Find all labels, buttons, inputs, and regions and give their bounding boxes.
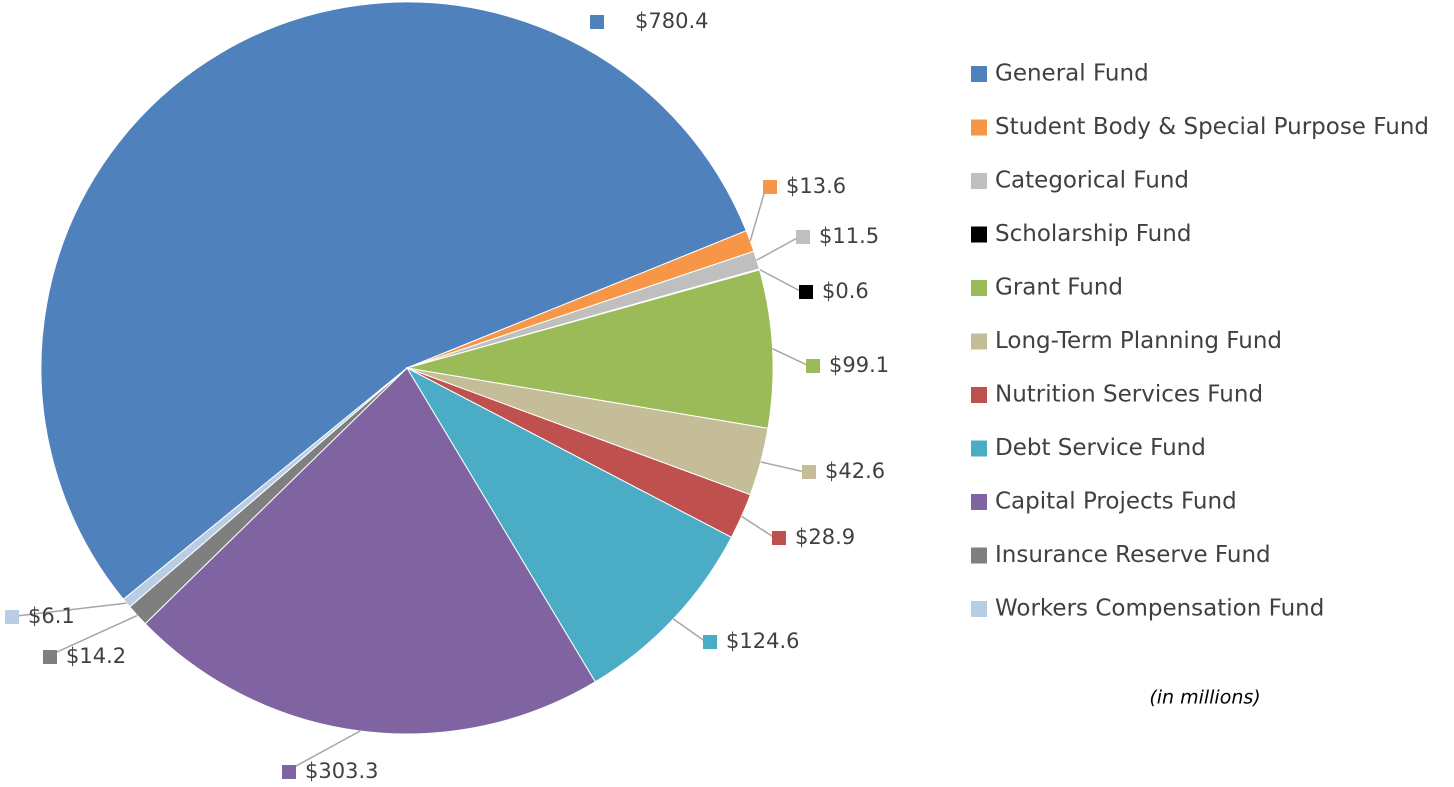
label-swatch bbox=[43, 650, 57, 664]
pie-slice bbox=[405, 366, 733, 683]
leader-line bbox=[45, 614, 138, 658]
leader-line bbox=[7, 602, 127, 618]
legend-swatch bbox=[971, 119, 987, 136]
annotation: (in millions) bbox=[1149, 687, 1260, 709]
data-label: $28.9 bbox=[795, 525, 855, 549]
legend-swatch bbox=[971, 66, 987, 82]
data-label: $42.6 bbox=[825, 459, 885, 483]
pie-slice bbox=[144, 367, 596, 735]
legend-swatch bbox=[971, 226, 987, 243]
leader-line bbox=[759, 268, 803, 293]
label-swatch bbox=[282, 765, 296, 779]
leader-line bbox=[756, 236, 800, 261]
leader-line bbox=[741, 515, 776, 539]
data-label: $99.1 bbox=[829, 353, 889, 377]
data-label: $13.6 bbox=[786, 174, 846, 198]
legend-label: Categorical Fund bbox=[995, 168, 1189, 194]
legend-label: Grant Fund bbox=[995, 275, 1123, 301]
data-label: $14.2 bbox=[66, 644, 126, 668]
pie-slice bbox=[40, 1, 747, 601]
leader-line bbox=[760, 461, 806, 473]
data-label: $11.5 bbox=[819, 224, 879, 248]
label-swatch bbox=[5, 610, 19, 624]
leader-line bbox=[772, 348, 810, 367]
legend-swatch bbox=[971, 547, 987, 564]
leader-line bbox=[672, 618, 707, 643]
data-label: $0.6 bbox=[822, 279, 869, 303]
legend-swatch bbox=[971, 440, 987, 457]
leader-line bbox=[284, 730, 361, 773]
legend-label: Nutrition Services Fund bbox=[995, 382, 1263, 408]
label-swatch bbox=[763, 180, 777, 194]
legend-label: Long-Term Planning Fund bbox=[995, 328, 1282, 354]
label-swatch bbox=[772, 531, 786, 545]
data-label: $124.6 bbox=[726, 629, 799, 653]
legend-label: Debt Service Fund bbox=[995, 435, 1206, 461]
legend-label: Scholarship Fund bbox=[995, 221, 1191, 247]
legend-label: Student Body & Special Purpose Fund bbox=[995, 114, 1429, 140]
legend-swatch bbox=[971, 280, 987, 296]
legend-label: Insurance Reserve Fund bbox=[995, 542, 1271, 568]
legend-swatch bbox=[971, 173, 987, 189]
legend-swatch bbox=[971, 494, 987, 510]
label-swatch bbox=[590, 15, 604, 29]
label-swatch bbox=[703, 635, 717, 649]
pie-slice bbox=[406, 269, 774, 429]
data-label: $6.1 bbox=[28, 604, 75, 628]
label-swatch bbox=[802, 465, 816, 479]
label-swatch bbox=[799, 285, 813, 299]
legend-label: General Fund bbox=[995, 61, 1149, 87]
data-label: $780.4 bbox=[635, 9, 708, 33]
label-swatch bbox=[796, 230, 810, 244]
leader-line bbox=[749, 186, 767, 242]
legend-label: Capital Projects Fund bbox=[995, 489, 1237, 515]
legend-swatch bbox=[971, 601, 987, 617]
data-label: $303.3 bbox=[305, 759, 378, 783]
legend-swatch bbox=[971, 387, 987, 403]
legend-label: Workers Compensation Fund bbox=[995, 596, 1324, 622]
label-swatch bbox=[806, 359, 820, 373]
legend-swatch bbox=[971, 333, 987, 350]
